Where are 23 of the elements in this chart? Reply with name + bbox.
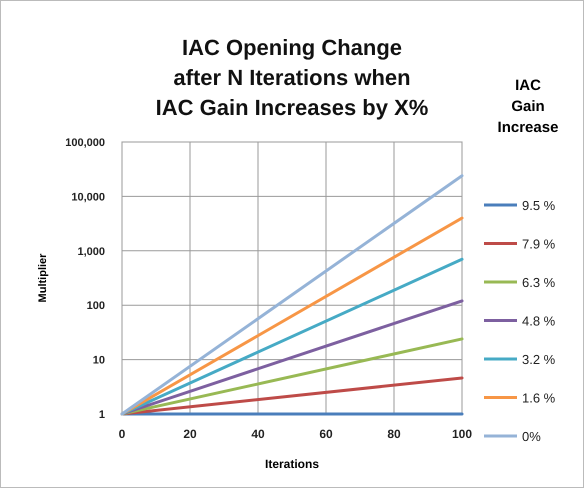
y-tick-label: 100 bbox=[86, 300, 105, 312]
legend-label: 0% bbox=[522, 429, 542, 444]
legend-label: 4.8 % bbox=[522, 314, 556, 328]
x-axis-title: Iterations bbox=[264, 457, 320, 471]
y-axis-title: Multiplier bbox=[37, 252, 49, 302]
legend-label: 7.9 % bbox=[522, 236, 556, 252]
chart-title: IAC Opening Change after N Iterations when IAC Gain Increases by X% bbox=[156, 35, 428, 120]
legend-label: 1.6 % bbox=[522, 390, 556, 406]
legend-title: IAC Gain Increase bbox=[498, 77, 558, 136]
legend-label: 9.5 % bbox=[522, 198, 556, 213]
legend-label: 6.3 % bbox=[522, 275, 556, 290]
x-tick-label: 40 bbox=[251, 427, 265, 441]
legend-label: 3.2 % bbox=[522, 352, 556, 367]
y-tick-label: 100,000 bbox=[65, 137, 105, 149]
y-tick-label: 10,000 bbox=[71, 191, 105, 204]
x-tick-label: 80 bbox=[387, 427, 401, 441]
x-tick-label: 0 bbox=[118, 427, 126, 441]
y-tick-label: 10 bbox=[92, 354, 105, 367]
x-tick-label: 100 bbox=[452, 427, 472, 441]
y-tick-label: 1,000 bbox=[77, 246, 105, 258]
x-tick-label: 60 bbox=[319, 427, 333, 441]
y-tick-label: 1 bbox=[98, 409, 105, 421]
x-tick-label: 20 bbox=[183, 427, 197, 441]
